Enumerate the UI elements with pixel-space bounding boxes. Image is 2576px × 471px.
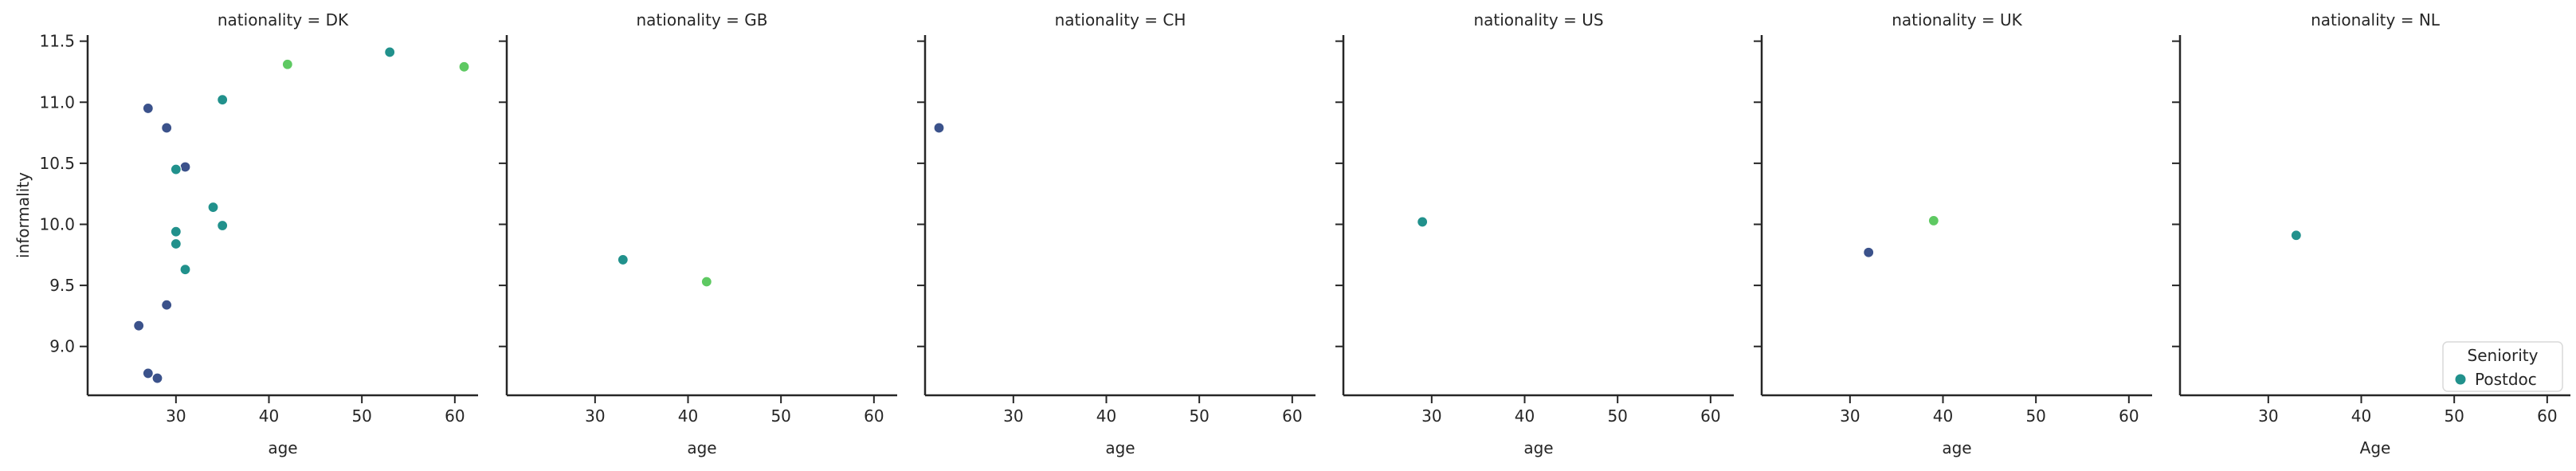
x-tick-label: 50: [770, 406, 790, 426]
data-point: [617, 253, 629, 266]
legend-entry-label: Postdoc: [2475, 370, 2537, 389]
data-point: [1417, 216, 1429, 228]
data-point: [217, 94, 229, 106]
facet-panel: nationality = UK 30 40 50 60 age: [1754, 10, 2152, 457]
data-point: [2290, 230, 2302, 241]
data-point: [142, 102, 154, 115]
data-point: [281, 58, 293, 70]
panel-title: nationality = DK: [218, 10, 349, 29]
x-tick-label: 60: [2119, 406, 2139, 426]
y-axis-label: informality: [14, 172, 33, 258]
x-axis-label: age: [1523, 438, 1553, 457]
x-tick-label: 60: [2537, 406, 2557, 426]
panel-title: nationality = US: [1473, 10, 1603, 29]
x-tick-label: 30: [2258, 406, 2278, 426]
x-tick-label: 30: [585, 406, 605, 426]
y-tick-label: 10.0: [39, 214, 75, 234]
data-point: [1863, 246, 1875, 258]
x-tick-label: 40: [259, 406, 279, 426]
x-tick-label: 40: [1515, 406, 1535, 426]
x-tick-label: 40: [2351, 406, 2371, 426]
panel-title: nationality = CH: [1055, 10, 1186, 29]
x-tick-label: 40: [1933, 406, 1953, 426]
y-tick-label: 11.0: [39, 92, 75, 112]
x-tick-label: 30: [1421, 406, 1441, 426]
x-axis-label: age: [1942, 438, 1971, 457]
data-point: [384, 46, 396, 58]
y-tick-label: 10.5: [39, 154, 75, 173]
x-axis-label: age: [268, 438, 297, 457]
x-tick-label: 30: [1840, 406, 1860, 426]
facet-panel: nationality = DK 9.0 9.5 10.0 10.5 11.0 11.5 30…: [39, 10, 478, 457]
data-point: [179, 161, 191, 173]
panel-title: nationality = GB: [637, 10, 768, 29]
x-tick-label: 50: [1189, 406, 1209, 426]
data-point: [1927, 214, 1939, 226]
data-point: [458, 61, 470, 73]
x-tick-label: 40: [1096, 406, 1116, 426]
facet-panel: nationality = CH 30 40 50 60 age: [917, 10, 1315, 457]
legend-frame: [2442, 341, 2563, 392]
data-point: [170, 163, 182, 175]
data-point: [133, 320, 145, 332]
facet-panel: nationality = NL 30 40 50 60 Age: [2172, 10, 2570, 457]
data-point: [933, 122, 945, 134]
legend-marker: [2455, 374, 2466, 385]
legend-title: Seniority: [2468, 346, 2539, 365]
x-tick-label: 30: [1003, 406, 1023, 426]
data-point: [161, 122, 173, 134]
data-point: [217, 219, 229, 232]
x-tick-label: 30: [166, 406, 186, 426]
x-tick-label: 60: [445, 406, 465, 426]
panel-title: nationality = NL: [2311, 10, 2441, 29]
facet-panel: nationality = GB 30 40 50 60 age: [499, 10, 897, 457]
data-point: [700, 276, 712, 288]
data-point: [170, 226, 182, 237]
x-tick-label: 50: [1607, 406, 1627, 426]
x-tick-label: 50: [2444, 406, 2464, 426]
y-tick-label: 9.0: [49, 337, 75, 356]
x-axis-label: age: [687, 438, 716, 457]
data-point: [151, 372, 163, 384]
data-point: [161, 299, 173, 311]
legend: Seniority Postdoc: [2442, 341, 2563, 392]
x-tick-label: 60: [864, 406, 884, 426]
x-tick-label: 50: [351, 406, 371, 426]
x-tick-label: 40: [678, 406, 698, 426]
data-point: [207, 201, 219, 214]
y-tick-label: 9.5: [49, 276, 75, 295]
data-point: [142, 367, 154, 379]
x-tick-label: 60: [1282, 406, 1302, 426]
panel-title: nationality = UK: [1892, 10, 2022, 29]
x-axis-label: Age: [2360, 438, 2391, 457]
x-tick-label: 50: [2025, 406, 2045, 426]
data-point: [170, 237, 182, 250]
data-point: [179, 264, 191, 276]
x-tick-label: 60: [1700, 406, 1720, 426]
facet-panel: nationality = US 30 40 50 60 age: [1335, 10, 1734, 457]
y-tick-label: 11.5: [39, 32, 75, 51]
x-axis-label: age: [1105, 438, 1135, 457]
